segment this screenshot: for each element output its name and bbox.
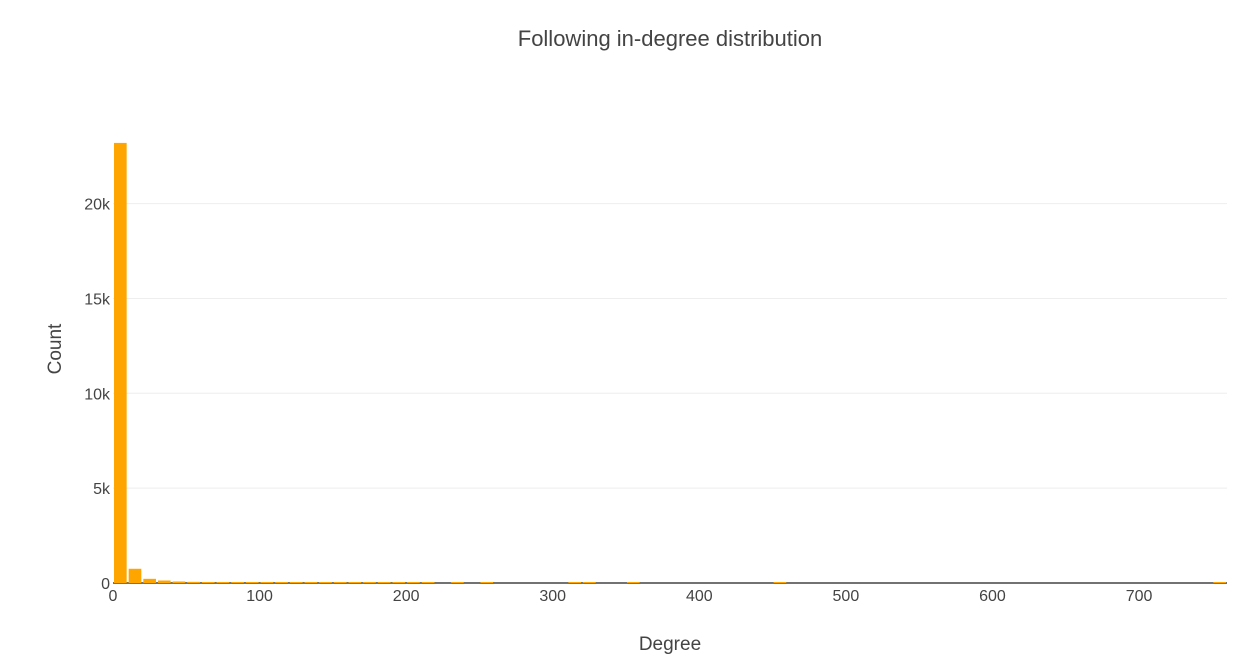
y-tick-label: 0 bbox=[101, 576, 110, 593]
chart-title: Following in-degree distribution bbox=[517, 26, 823, 51]
y-tick-label: 10k bbox=[84, 386, 111, 403]
x-axis-ticks: 0 100 200 300 400 500 600 700 bbox=[109, 588, 1153, 605]
histogram-bar bbox=[231, 582, 244, 583]
x-tick-label: 100 bbox=[246, 588, 273, 605]
histogram-bar bbox=[377, 582, 391, 583]
histogram-bar bbox=[333, 582, 347, 583]
x-tick-label: 200 bbox=[393, 588, 420, 605]
x-tick-label: 600 bbox=[979, 588, 1006, 605]
y-tick-label: 5k bbox=[93, 481, 111, 498]
bars bbox=[114, 142, 1226, 583]
histogram-bar bbox=[260, 582, 274, 583]
x-tick-label: 500 bbox=[833, 588, 860, 605]
histogram-bar bbox=[392, 582, 406, 583]
histogram-bar bbox=[480, 582, 494, 583]
y-axis-ticks: 0 5k 10k 15k 20k bbox=[84, 197, 111, 593]
histogram-bar bbox=[187, 581, 200, 583]
histogram-bar bbox=[289, 582, 303, 583]
histogram-bar bbox=[245, 582, 259, 583]
histogram-bar bbox=[319, 582, 332, 583]
histogram-bar bbox=[568, 582, 582, 583]
histogram-bar bbox=[275, 582, 288, 583]
histogram-bar bbox=[773, 582, 787, 583]
histogram-bar bbox=[304, 582, 318, 583]
gridlines bbox=[113, 203, 1227, 584]
histogram-bar bbox=[114, 142, 127, 583]
x-tick-label: 700 bbox=[1126, 588, 1153, 605]
histogram-bar bbox=[128, 568, 142, 583]
histogram-bar bbox=[157, 580, 171, 583]
histogram-bar bbox=[407, 582, 420, 583]
histogram-bar bbox=[216, 582, 230, 583]
histogram-bar bbox=[1213, 582, 1226, 583]
x-tick-label: 400 bbox=[686, 588, 713, 605]
y-tick-label: 15k bbox=[84, 291, 111, 308]
histogram-bar bbox=[143, 578, 156, 583]
histogram-bar bbox=[451, 582, 464, 583]
histogram-bar bbox=[583, 582, 596, 583]
histogram-bar bbox=[627, 582, 640, 583]
y-tick-label: 20k bbox=[84, 197, 111, 214]
histogram-bar bbox=[201, 582, 215, 583]
x-axis-label: Degree bbox=[638, 634, 702, 655]
histogram-bar bbox=[172, 581, 186, 583]
histogram-bar bbox=[363, 582, 376, 583]
histogram-bar bbox=[348, 582, 362, 583]
x-tick-label: 300 bbox=[539, 588, 566, 605]
histogram-bar bbox=[421, 582, 435, 583]
x-tick-label: 0 bbox=[109, 588, 118, 605]
